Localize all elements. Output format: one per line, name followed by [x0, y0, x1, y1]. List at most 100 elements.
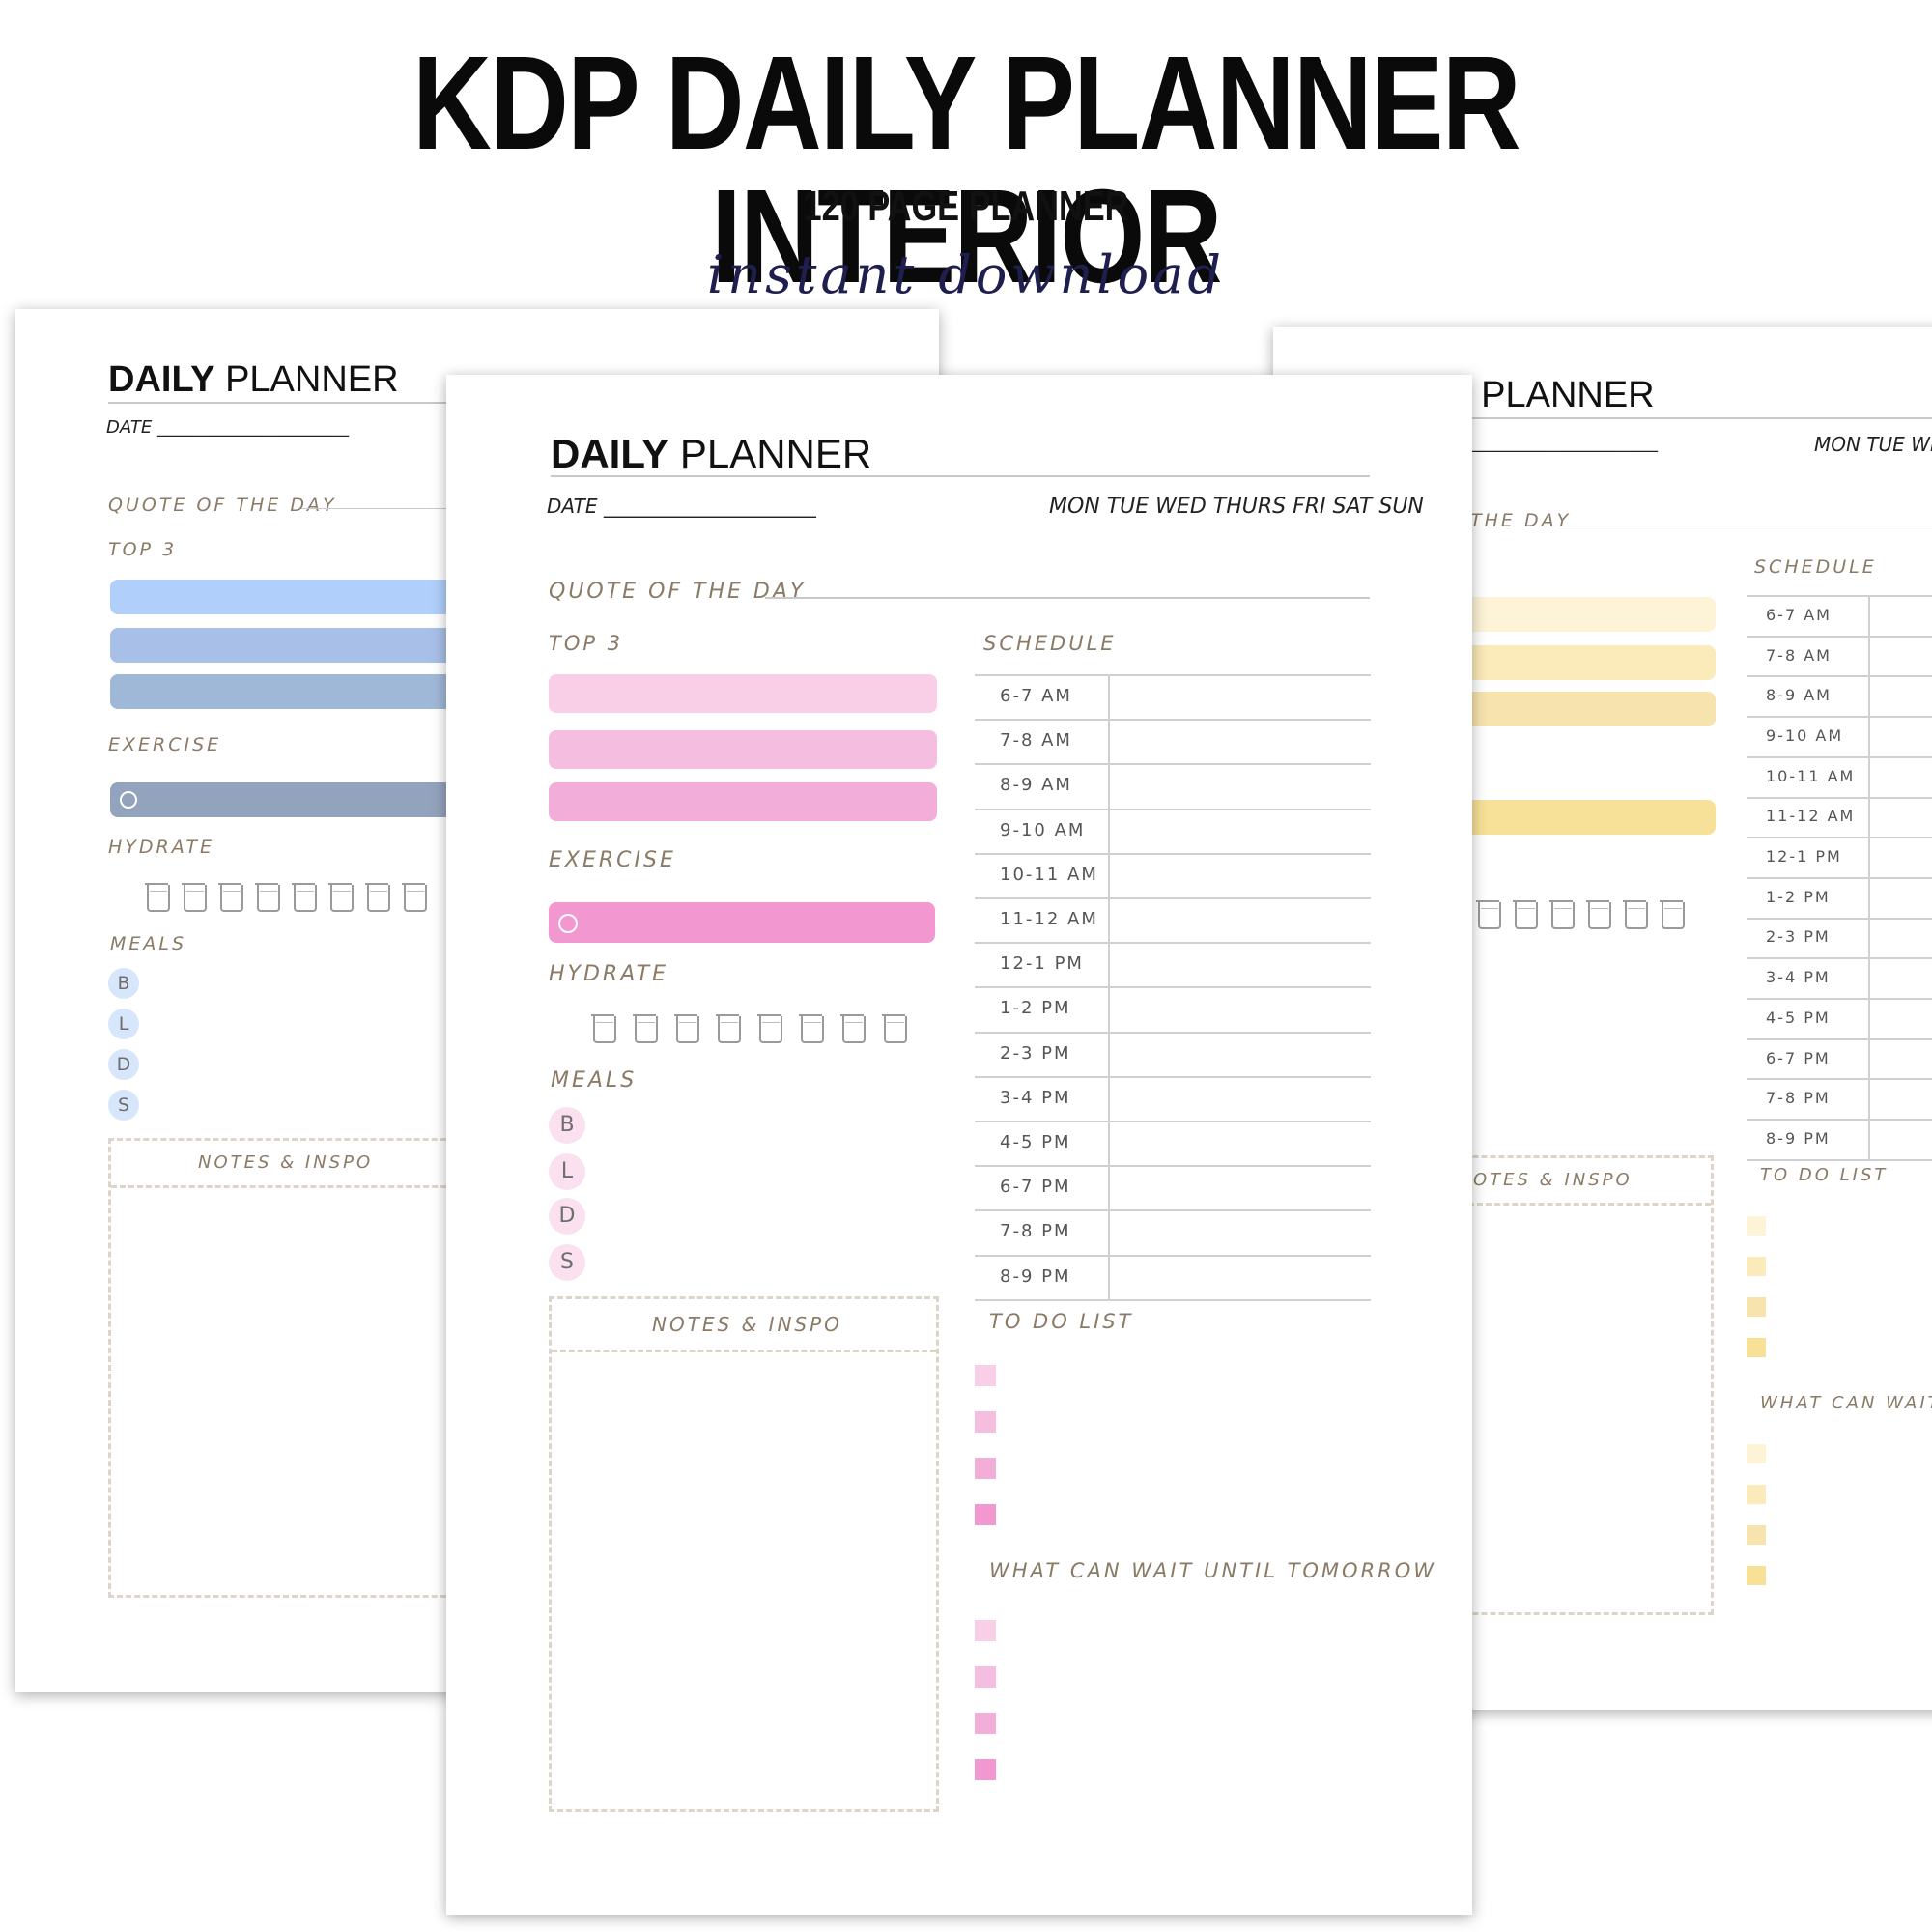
- cup-icon[interactable]: [292, 883, 317, 912]
- schedule-row[interactable]: 7-8 AM: [975, 719, 1371, 763]
- cup-icon[interactable]: [1476, 900, 1501, 929]
- todo-label: TO DO LIST: [1760, 1165, 1889, 1185]
- schedule-row[interactable]: 3-4 PM: [1747, 957, 1932, 998]
- schedule-rule: [1747, 796, 1932, 799]
- schedule-rule: [1747, 837, 1932, 839]
- cup-icon[interactable]: [182, 883, 207, 912]
- meal-s[interactable]: S: [549, 1244, 585, 1281]
- notes-label: OTES & INSPO: [1473, 1170, 1633, 1190]
- cup-icon[interactable]: [716, 1014, 741, 1043]
- schedule-row[interactable]: 7-8 AM: [1747, 636, 1932, 676]
- schedule-row[interactable]: 11-12 AM: [975, 897, 1371, 942]
- cup-icon[interactable]: [218, 883, 243, 912]
- schedule-row[interactable]: 4-5 PM: [975, 1121, 1371, 1165]
- notes-box[interactable]: NOTES & INSPO: [549, 1296, 939, 1812]
- notes-box[interactable]: OTES & INSPO: [1273, 1155, 1714, 1615]
- schedule-row[interactable]: 10-11 AM: [1747, 756, 1932, 797]
- todo-checkbox[interactable]: [975, 1365, 996, 1386]
- top3-bar-1[interactable]: [549, 674, 937, 713]
- meal-b[interactable]: B: [549, 1107, 585, 1144]
- meal-b[interactable]: B: [108, 968, 139, 999]
- meal-d[interactable]: D: [108, 1049, 139, 1080]
- cup-icon[interactable]: [1549, 900, 1575, 929]
- schedule-row[interactable]: 11-12 AM: [1747, 797, 1932, 838]
- schedule-row[interactable]: 8-9 PM: [1747, 1119, 1932, 1159]
- schedule-row[interactable]: 12-1 PM: [1747, 837, 1932, 877]
- todo-checkbox[interactable]: [1747, 1297, 1766, 1317]
- cup-icon[interactable]: [799, 1014, 824, 1043]
- cup-icon[interactable]: [255, 883, 280, 912]
- meal-l[interactable]: L: [549, 1153, 585, 1190]
- schedule-rule: [975, 1121, 1371, 1122]
- cup-icon[interactable]: [757, 1014, 782, 1043]
- days-text[interactable]: MON TUE WED THURS FRI SAT SUN: [1049, 495, 1424, 519]
- cup-icon[interactable]: [591, 1014, 616, 1043]
- schedule-row[interactable]: 7-8 PM: [1747, 1078, 1932, 1119]
- schedule-time: 8-9 AM: [1766, 686, 1832, 705]
- todo-checkbox[interactable]: [975, 1411, 996, 1433]
- schedule-time: 10-11 AM: [1000, 864, 1098, 885]
- todo-checkbox[interactable]: [975, 1504, 996, 1525]
- schedule-row[interactable]: 8-9 AM: [1747, 675, 1932, 716]
- cup-icon[interactable]: [882, 1014, 907, 1043]
- schedule-divider: [1108, 674, 1110, 1299]
- todo-checkbox[interactable]: [975, 1458, 996, 1479]
- cup-icon[interactable]: [328, 883, 354, 912]
- todo-checkbox[interactable]: [1747, 1216, 1766, 1236]
- cup-icon[interactable]: [145, 883, 170, 912]
- schedule-rule: [975, 1209, 1371, 1212]
- schedule-row[interactable]: 4-5 PM: [1747, 998, 1932, 1038]
- schedule-row[interactable]: 6-7 AM: [1747, 595, 1932, 636]
- schedule-row[interactable]: 2-3 PM: [1747, 918, 1932, 958]
- wait-checkbox[interactable]: [1747, 1566, 1766, 1585]
- schedule-time: 9-10 AM: [1000, 819, 1086, 840]
- meal-l[interactable]: L: [108, 1009, 139, 1039]
- cup-icon[interactable]: [1513, 900, 1538, 929]
- schedule-row[interactable]: 1-2 PM: [975, 986, 1371, 1031]
- top3-label: TOP 3: [108, 539, 178, 560]
- exercise-bar[interactable]: [549, 902, 935, 943]
- schedule-time: 12-1 PM: [1766, 847, 1842, 867]
- schedule-row[interactable]: 7-8 PM: [975, 1209, 1371, 1254]
- schedule-time: 1-2 PM: [1766, 887, 1831, 906]
- top3-bar-2[interactable]: [549, 730, 937, 769]
- todo-checkbox[interactable]: [1747, 1338, 1766, 1357]
- schedule-row[interactable]: 1-2 PM: [1747, 877, 1932, 918]
- wait-checkbox[interactable]: [1747, 1525, 1766, 1545]
- schedule-row[interactable]: 10-11 AM: [975, 853, 1371, 897]
- cup-icon[interactable]: [840, 1014, 866, 1043]
- cup-icon[interactable]: [1623, 900, 1648, 929]
- schedule-time: 7-8 PM: [1000, 1221, 1071, 1242]
- schedule-row[interactable]: 6-7 PM: [975, 1165, 1371, 1209]
- cup-icon[interactable]: [402, 883, 427, 912]
- cup-icon[interactable]: [674, 1014, 699, 1043]
- top3-bar-3[interactable]: [549, 782, 937, 821]
- clock-icon: [120, 791, 137, 809]
- schedule-row[interactable]: 8-9 AM: [975, 763, 1371, 808]
- schedule-row[interactable]: 12-1 PM: [975, 942, 1371, 986]
- schedule-rule: [1747, 998, 1932, 1000]
- wait-checkbox[interactable]: [975, 1666, 996, 1688]
- meal-d[interactable]: D: [549, 1198, 585, 1235]
- schedule-row[interactable]: 3-4 PM: [975, 1076, 1371, 1121]
- schedule-rule: [975, 1254, 1371, 1257]
- cup-icon[interactable]: [365, 883, 390, 912]
- schedule-row[interactable]: 6-7 AM: [975, 674, 1371, 719]
- cup-icon[interactable]: [633, 1014, 658, 1043]
- cup-icon[interactable]: [1586, 900, 1611, 929]
- wait-checkbox[interactable]: [975, 1759, 996, 1780]
- schedule-row[interactable]: 9-10 AM: [1747, 716, 1932, 756]
- schedule-row[interactable]: 9-10 AM: [975, 809, 1371, 853]
- meal-s[interactable]: S: [108, 1090, 139, 1121]
- schedule-rule: [1747, 917, 1932, 920]
- todo-checkbox[interactable]: [1747, 1257, 1766, 1276]
- schedule-row[interactable]: 8-9 PM: [975, 1255, 1371, 1299]
- wait-checkbox[interactable]: [1747, 1485, 1766, 1504]
- schedule-rule: [975, 852, 1371, 855]
- wait-checkbox[interactable]: [975, 1713, 996, 1734]
- schedule-row[interactable]: 6-7 PM: [1747, 1038, 1932, 1079]
- wait-checkbox[interactable]: [975, 1620, 996, 1641]
- schedule-row[interactable]: 2-3 PM: [975, 1032, 1371, 1076]
- cup-icon[interactable]: [1660, 900, 1685, 929]
- wait-checkbox[interactable]: [1747, 1444, 1766, 1463]
